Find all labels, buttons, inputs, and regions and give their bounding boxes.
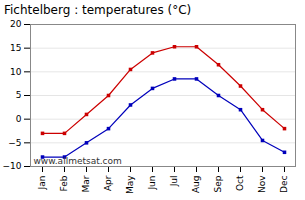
svg-text:Dec: Dec [279,175,289,192]
svg-text:Jul: Jul [169,176,179,188]
html-text:Fichtelberg : temperatures (°C: Fichtelberg : temperatures (°C) [4,3,192,17]
svg-text:Sep: Sep [213,175,223,192]
svg-text:Oct: Oct [235,175,245,191]
svg-text:Aug: Aug [191,176,201,194]
svg-text:10: 10 [10,67,22,77]
svg-text:Mar: Mar [81,175,91,192]
svg-text:Jan: Jan [37,176,47,191]
svg-text:20: 20 [10,19,22,29]
svg-text:May: May [125,175,135,194]
svg-text:Feb: Feb [59,175,69,191]
svg-text:15: 15 [10,43,21,53]
svg-text:Jun: Jun [147,176,157,191]
svg-text:www.allmetsat.com: www.allmetsat.com [34,156,122,166]
svg-text:5: 5 [16,90,22,100]
svg-text:0: 0 [16,114,22,124]
svg-text:Nov: Nov [257,175,267,193]
svg-text:Apr: Apr [103,175,113,191]
svg-text:−5: −5 [8,138,21,148]
svg-text:−10: −10 [3,161,22,171]
